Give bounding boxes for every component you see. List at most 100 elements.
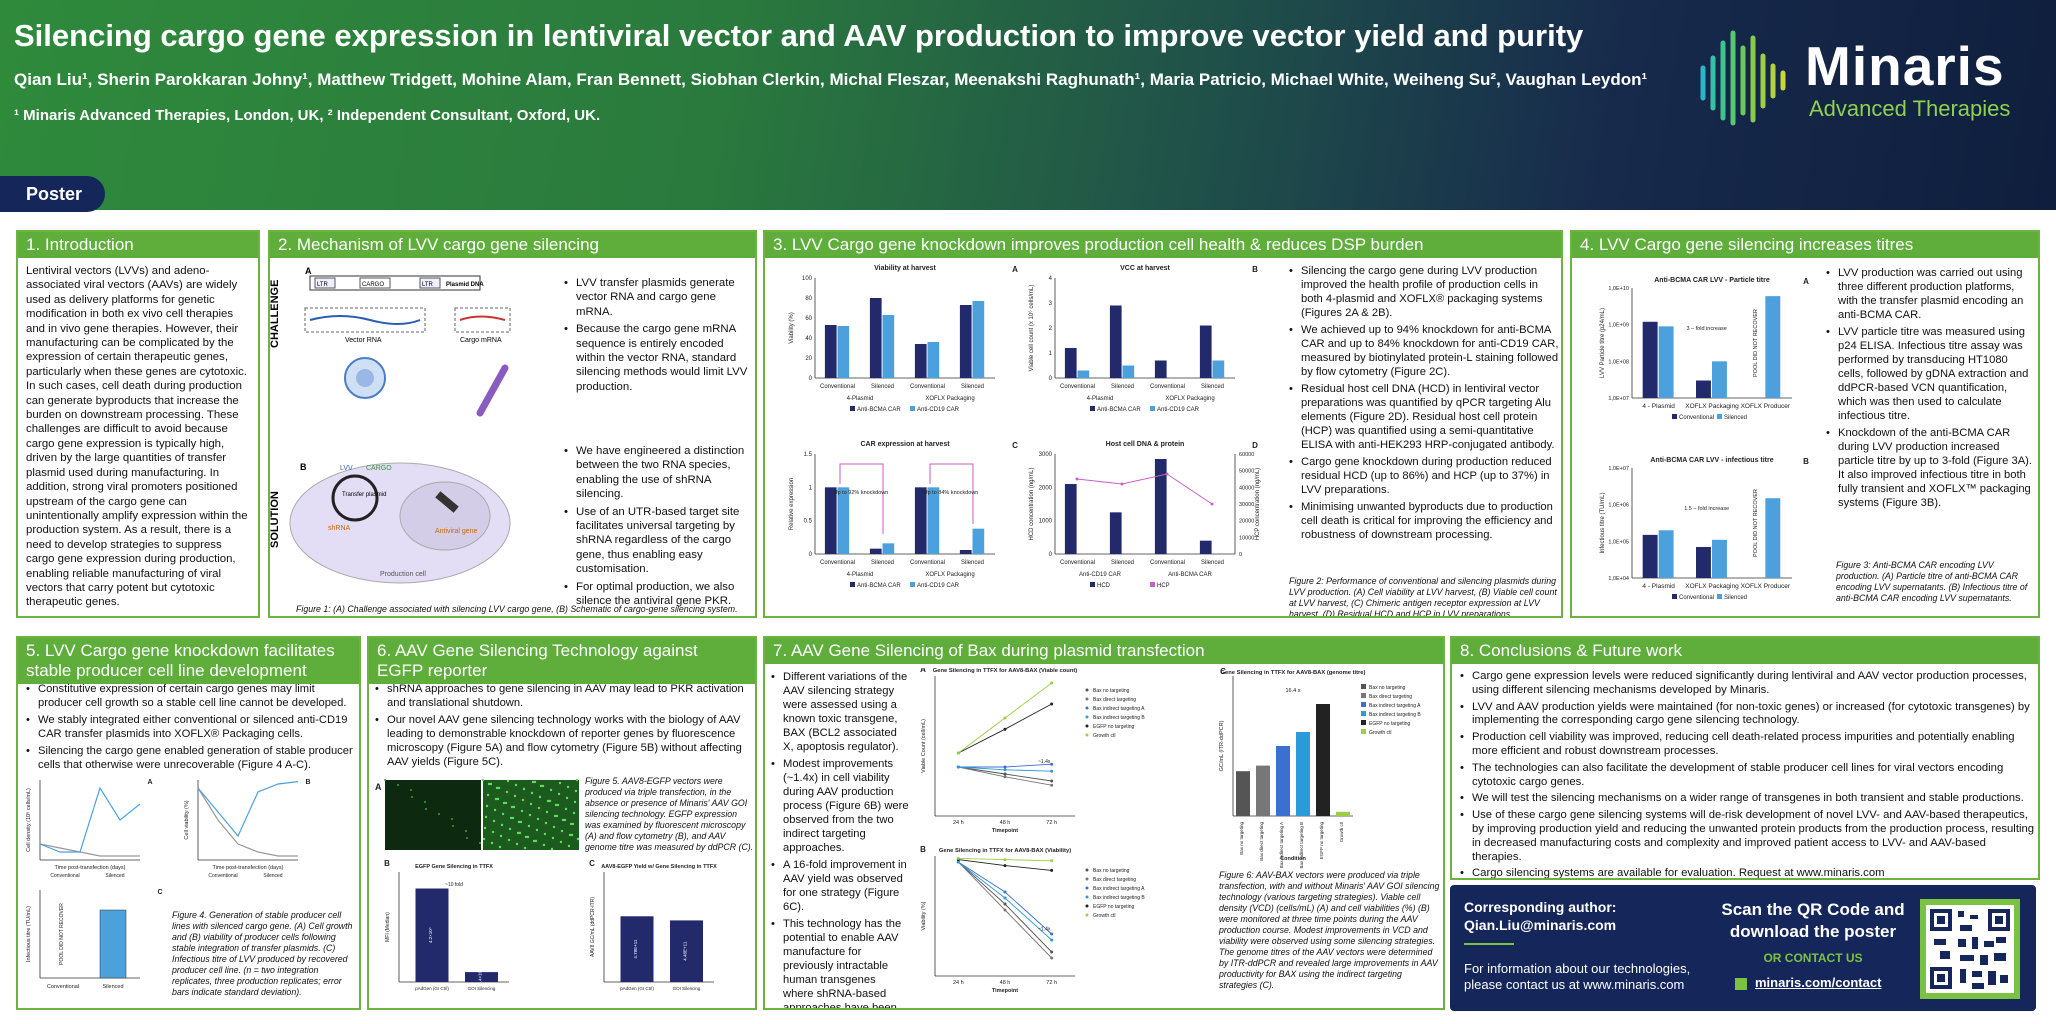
intro-heading: 1. Introduction <box>18 232 258 258</box>
car-bar <box>927 487 940 554</box>
author-list: Qian Liu¹, Sherin Parokkaran Johny¹, Mat… <box>14 70 1648 89</box>
s4c-bar <box>99 909 127 979</box>
f6a-annotation: ~1.4x <box>1038 759 1051 765</box>
lvv-panel: 3. LVV Cargo gene knockdown improves pro… <box>763 230 1563 618</box>
car-cat: Silenced <box>871 560 894 566</box>
car-bar <box>882 543 895 554</box>
contact-link[interactable]: minaris.com/contact <box>1735 975 1881 990</box>
f5a-cell <box>527 824 531 828</box>
figure4-caption: Figure 4. Generation of stable producer … <box>172 910 353 997</box>
it-legend: Conventional <box>1679 595 1714 601</box>
ltr-label-2: LTR <box>422 282 434 288</box>
vcc-bar <box>1212 360 1225 378</box>
f6b-point <box>956 856 960 860</box>
pt-ylabel: LVV Particle titre (p24/mL) <box>1600 308 1606 378</box>
f5a-cell <box>565 796 569 800</box>
car-bar <box>972 528 985 554</box>
syringe-icon <box>476 364 509 417</box>
viab-legend-swatch <box>910 406 915 411</box>
f5a-cell <box>532 839 536 843</box>
f6b-legend: Bax indirect targeting B <box>1093 895 1145 901</box>
it-cat: XOFLX Packaging <box>1685 583 1739 590</box>
f5a-cell <box>499 834 503 838</box>
aav-heading: 6. AAV Gene Silencing Technology against… <box>369 638 755 684</box>
s4c-ylabel: Infectious titre (TU/mL) <box>26 906 32 962</box>
f5a-cell <box>564 807 568 811</box>
hcd-tick: 3000 <box>1039 452 1053 458</box>
f5a-cell <box>554 803 558 807</box>
pt-title: Anti-BCMA CAR LVV - Particle titre <box>1654 277 1770 284</box>
f6a-series <box>958 682 1052 754</box>
f5a-cell <box>538 795 542 799</box>
it-bar <box>1658 530 1674 578</box>
s4a-legend: Conventional <box>50 873 79 879</box>
f6a-xtick: 24 h <box>953 820 964 826</box>
plasmid-strand <box>309 275 481 291</box>
f5a-cell <box>493 808 497 812</box>
it-tick: 1,0E+06 <box>1608 503 1629 509</box>
f6c-legend-swatch <box>1361 702 1366 707</box>
shrna-label: shRNA <box>328 525 351 532</box>
f6a-legend: Growth ctl <box>1093 733 1116 739</box>
f5a-cell <box>552 825 556 829</box>
car-legend-swatch <box>910 582 915 587</box>
f6a-legend: Bax indirect targeting A <box>1093 706 1145 712</box>
f5a-cell <box>487 782 491 786</box>
f5a-cell <box>511 816 515 820</box>
it-title: Anti-BCMA CAR LVV - infectious titre <box>1650 457 1773 464</box>
mechanism-diagram: CHALLENGE SOLUTION A B LTR CARGO LTR Pla… <box>270 266 511 584</box>
f5a-cell <box>535 828 539 832</box>
pt-bar <box>1712 361 1727 398</box>
f5a-cell <box>496 797 500 801</box>
car-tick: 0.5 <box>804 519 813 525</box>
f5a-cell <box>555 814 559 818</box>
hcd-tick: 1000 <box>1039 519 1053 525</box>
hcd-legend-swatch <box>1150 582 1155 587</box>
vcc-tick: 2 <box>1049 326 1053 332</box>
hcd-legend: HCP <box>1157 583 1170 589</box>
poster-tab[interactable]: Poster <box>0 176 105 212</box>
f6c-bar <box>1256 765 1270 816</box>
f5a-cell <box>492 819 496 823</box>
f6c-legend: EGFP no targeting <box>1369 721 1411 727</box>
f6b-legend: Bax direct targeting <box>1093 877 1136 883</box>
s4c-cat: Silenced <box>102 984 123 990</box>
f6b-legend-marker <box>1085 886 1089 890</box>
s4b-xlabel: Time post-transfection (days) <box>212 865 283 871</box>
fig1b-label: B <box>300 462 307 472</box>
car-legend-swatch <box>850 582 855 587</box>
f5a-cell <box>495 786 499 790</box>
titres-heading: 4. LVV Cargo gene silencing increases ti… <box>1572 232 2038 258</box>
pt-cat: 4 - Plasmid <box>1642 403 1675 410</box>
vcc-legend: Anti-CD19 CAR <box>1157 407 1200 413</box>
qr-code[interactable] <box>1920 899 2020 999</box>
vcc-legend: Anti-BCMA CAR <box>1097 407 1141 413</box>
f5a-cell <box>542 843 546 847</box>
vcc-ylabel: Viable cell count (x 10⁶ cells/mL) <box>1028 285 1035 372</box>
vcc-bar <box>1154 360 1167 378</box>
car-bracket-1 <box>839 463 884 534</box>
f5a-cell <box>384 779 386 781</box>
f6b-legend-marker <box>1085 895 1089 899</box>
conclusions-panel: 8. Conclusions & Future work Cargo gene … <box>1450 636 2040 880</box>
f5c-value: 4.48E+11 <box>683 941 688 961</box>
it-legend-swatch <box>1717 594 1722 599</box>
f6c-bar <box>1296 732 1310 816</box>
f6b-xtick: 24 h <box>953 980 964 986</box>
f5a-cell <box>558 781 562 785</box>
corresponding-email[interactable]: Qian.Liu@minaris.com <box>1464 917 1617 933</box>
f5a-cell <box>533 780 537 784</box>
vcc-tick: 0 <box>1049 376 1053 382</box>
f6c-legend: Bax indirect targeting A <box>1369 703 1421 709</box>
it-tick: 1,0E+04 <box>1608 576 1629 582</box>
f6c-cat: Bax no targeting <box>1239 822 1244 855</box>
qr-title: Scan the QR Code and download the poster <box>1721 900 1905 941</box>
logo-subtitle: Advanced Therapies <box>1809 96 2011 121</box>
f5a-cell <box>566 785 570 789</box>
pt-tick: 1,0E+08 <box>1608 359 1629 365</box>
f5a-cell <box>501 812 505 816</box>
f6c-legend: Bax direct targeting <box>1369 694 1412 700</box>
hcd-tick2: 30000 <box>1239 502 1254 508</box>
f5a-cell <box>438 813 440 815</box>
f6b-legend-marker <box>1085 877 1089 881</box>
